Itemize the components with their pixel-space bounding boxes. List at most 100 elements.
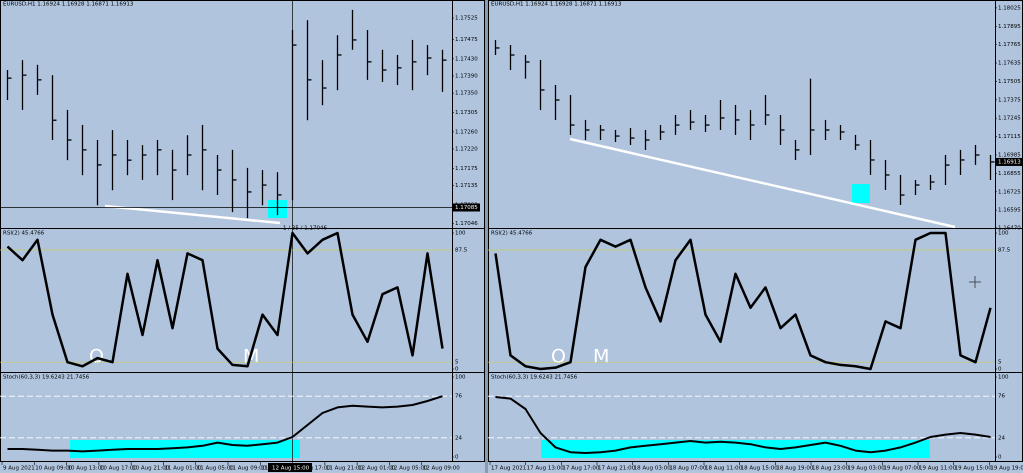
symbol-header: EURUSD,H1 1.16924 1.16928 1.16871 1.1691…: [3, 2, 134, 8]
rsi-tick-label: 5: [455, 360, 459, 366]
rsi-tick-label: 100: [455, 231, 466, 237]
stoch-tick-label: 24: [998, 435, 1005, 441]
price-bar: [734, 104, 740, 135]
price-bar: [854, 134, 860, 150]
price-tick-label: 1.17390: [455, 74, 478, 80]
price-bar: [321, 60, 327, 106]
time-label: 17 Aug 2021: [491, 466, 526, 472]
stoch-tick-label: 76: [998, 394, 1005, 400]
annotation: M: [593, 346, 609, 368]
price-bar: [749, 110, 755, 141]
stoch-tick-label: 0: [998, 455, 1002, 461]
price-bar: [824, 119, 830, 141]
stoch-tick-label: 76: [455, 394, 462, 400]
price-bar: [704, 114, 710, 132]
trendline: [569, 137, 956, 229]
stoch-label: Stoch(60,3,3) 19.6243 21.7456: [3, 375, 90, 381]
time-tag-box: [268, 463, 312, 472]
price-bar: [171, 149, 177, 201]
price-bar: [959, 149, 965, 175]
cursor-icon: [969, 276, 981, 288]
price-bar: [884, 159, 890, 190]
time-label: 19 Aug 19:00: [990, 466, 1023, 472]
price-bar: [381, 49, 387, 83]
time-label: 10 Aug 13:00: [68, 466, 106, 472]
price-bar: [426, 45, 432, 76]
price-bar: [614, 129, 620, 143]
price-bar: [201, 124, 207, 191]
stoch-tick-label: 100: [998, 375, 1009, 381]
price-bar: [36, 64, 42, 95]
price-bar: [554, 85, 560, 120]
price-tick-label: 1.17635: [998, 61, 1021, 67]
rsi-label: RSI(2) 45.4766: [3, 231, 45, 237]
price-bar: [494, 40, 500, 56]
time-label: 19 Aug 07:00: [883, 466, 921, 472]
time-label: 19 Aug 03:00: [848, 466, 886, 472]
price-bar: [111, 130, 117, 191]
price-bar: [96, 139, 102, 206]
rsi-tick-label: 0: [998, 367, 1002, 373]
price-bar: [809, 78, 815, 156]
rsi-label: RSI(2) 45.4766: [491, 231, 533, 237]
time-label: 18 Aug 03:00: [634, 466, 672, 472]
stoch-tick-label: 24: [455, 435, 462, 441]
frame-left: [0, 0, 485, 462]
time-label: 12 Aug 01:00: [358, 466, 396, 472]
price-tick-label: 1.17525: [455, 16, 478, 22]
price-bar: [366, 30, 372, 80]
price-bar: [509, 44, 515, 71]
window-divider: [485, 0, 488, 473]
rsi-tick-label: 87.5: [998, 248, 1011, 254]
time-label: 18 Aug 15:00: [741, 466, 779, 472]
price-tick-label: 1.17260: [455, 129, 478, 135]
price-bar: [141, 145, 147, 180]
stoch-line: [495, 396, 991, 454]
price-tick-label: 1.16470: [998, 225, 1021, 231]
price-tick-label: 1.17135: [455, 183, 478, 189]
price-bar: [719, 99, 725, 130]
zone: [70, 440, 300, 458]
price-bar: [689, 110, 695, 130]
stoch-label: Stoch(60,3,3) 19.6243 21.7456: [491, 375, 578, 381]
price-bar: [276, 172, 282, 216]
price-tick-label: 1.16725: [998, 189, 1021, 195]
price-bar: [794, 140, 800, 160]
price-tag-box: [996, 157, 1023, 166]
price-tick-label: 1.17305: [455, 110, 478, 116]
time-label: 12 Aug 09:00: [423, 466, 461, 472]
price-bar: [869, 140, 875, 175]
price-bar: [441, 49, 447, 92]
price-bar: [779, 114, 785, 145]
time-label: 19 Aug 11:00: [919, 466, 957, 472]
rsi-line: [6, 231, 444, 368]
time-label: 18 Aug 11:00: [705, 466, 743, 472]
price-tick-label: 1.17895: [998, 24, 1021, 30]
price-bar: [929, 174, 935, 190]
stoch-line: [7, 395, 443, 453]
price-bar: [974, 144, 980, 165]
price-bar: [914, 180, 920, 196]
price-bar: [899, 174, 905, 205]
stoch-tick-label: 100: [455, 375, 466, 381]
price-bar: [51, 75, 57, 140]
price-tick-label: 1.17115: [998, 134, 1021, 140]
price-bar: [216, 155, 222, 195]
price-bar: [764, 95, 770, 126]
frames: [0, 0, 1023, 462]
price-bar: [989, 155, 995, 181]
price-bar: [599, 125, 605, 141]
price-bar: [6, 69, 12, 101]
trendline: [104, 204, 281, 225]
price-bar: [21, 60, 27, 110]
price-bar: [126, 139, 132, 176]
time-label: 12 Aug 05:00: [390, 466, 428, 472]
price-tick-label: 1.17765: [998, 42, 1021, 48]
time-label: 11 Aug 09:00: [229, 466, 267, 472]
price-tick-label: 1.17046: [455, 221, 478, 227]
rsi-tick-label: 87.5: [455, 248, 468, 254]
price-bar: [629, 128, 635, 145]
rsi-line: [494, 231, 992, 371]
price-bar: [306, 20, 312, 121]
